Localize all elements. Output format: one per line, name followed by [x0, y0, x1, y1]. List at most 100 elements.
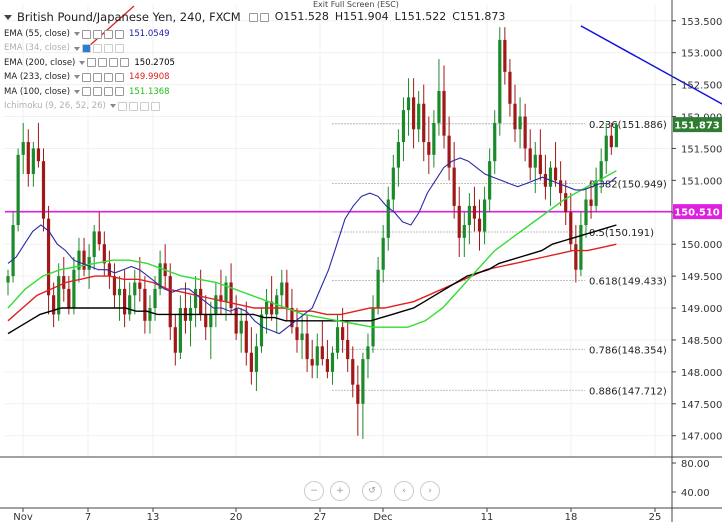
- add-icon[interactable]: [139, 101, 149, 111]
- fibonacci-levels: 0.236(151.886) 0.382(150.949) 0.5(150.191)…: [332, 120, 667, 397]
- add-icon[interactable]: [109, 58, 119, 68]
- settings-icon[interactable]: [98, 58, 108, 68]
- x-tick-label: 11: [481, 512, 494, 522]
- candle-body: [401, 110, 406, 143]
- candle-body: [452, 167, 456, 206]
- fib-level-label: 0.886(147.712): [589, 386, 667, 397]
- eye-icon[interactable]: [248, 12, 258, 22]
- grid-lines: [5, 5, 672, 457]
- candle-body: [472, 205, 477, 219]
- candle-body: [254, 346, 259, 372]
- candle-body: [584, 199, 588, 226]
- candle-body: [462, 225, 466, 238]
- indicator-value: 149.9908: [129, 72, 170, 83]
- eye-icon[interactable]: [87, 58, 97, 68]
- chevron-down-icon[interactable]: [74, 89, 81, 94]
- annotation-slash: [87, 5, 135, 48]
- resistance-trendline: [580, 25, 722, 105]
- candle-body: [138, 282, 142, 289]
- exit-fullscreen-link[interactable]: Exit Full Screen (ESC): [307, 0, 405, 9]
- candle-body: [422, 103, 426, 143]
- candle-body: [21, 142, 25, 155]
- price-label-box: [673, 117, 722, 133]
- x-axis-tick-labels: Nov 7 13 20 27 Dec 11 18 25: [13, 508, 661, 522]
- settings-icon[interactable]: [93, 72, 103, 82]
- x-tick-label: 7: [85, 512, 91, 522]
- indicator-panel: 80.00 40.00: [672, 459, 710, 499]
- settings-icon[interactable]: [128, 101, 138, 111]
- candle-body: [133, 282, 137, 296]
- y-tick-label: 149.500: [681, 272, 722, 283]
- candle-body: [609, 135, 613, 148]
- settings-icon[interactable]: [92, 29, 102, 39]
- candle-body: [356, 384, 360, 404]
- settings-icon[interactable]: [259, 12, 269, 22]
- close-icon[interactable]: [150, 101, 160, 111]
- candle-body: [508, 71, 512, 104]
- candle-body: [533, 154, 537, 168]
- close-icon[interactable]: [115, 72, 125, 82]
- candle-body: [361, 359, 365, 404]
- eye-icon[interactable]: [117, 101, 127, 111]
- zoom-out-icon[interactable]: −: [304, 481, 324, 501]
- candle-body: [219, 295, 223, 302]
- scroll-right-icon[interactable]: ›: [420, 481, 440, 501]
- candle-body: [335, 327, 340, 353]
- close-icon[interactable]: [114, 29, 124, 39]
- candle-body: [6, 276, 10, 283]
- indicator-row[interactable]: EMA (200, close) 150.2705: [4, 56, 505, 70]
- chevron-down-icon[interactable]: [79, 60, 86, 65]
- price-label-box: [673, 204, 722, 220]
- eye-icon[interactable]: [82, 72, 92, 82]
- ema55-line: [7, 157, 617, 335]
- candle-body: [381, 237, 385, 270]
- zoom-in-icon[interactable]: +: [330, 481, 350, 501]
- indicator-row[interactable]: Ichimoku (9, 26, 52, 26): [4, 99, 505, 113]
- close-icon[interactable]: [120, 58, 130, 68]
- indicator-row[interactable]: MA (233, close) 149.9908: [4, 70, 505, 84]
- candle-body: [406, 97, 411, 111]
- candle-body: [543, 173, 548, 187]
- chevron-down-icon[interactable]: [73, 46, 80, 51]
- eye-icon[interactable]: [82, 87, 92, 97]
- chart-title-row: British Pound/Japanese Yen, 240, FXCM O1…: [4, 9, 505, 25]
- add-icon[interactable]: [104, 87, 114, 97]
- add-icon[interactable]: [103, 44, 113, 54]
- chevron-down-icon[interactable]: [109, 104, 116, 109]
- indicator-row[interactable]: MA (100, close) 151.1368: [4, 85, 505, 99]
- chevron-down-icon[interactable]: [74, 75, 81, 80]
- collapse-icon[interactable]: [4, 14, 12, 20]
- eye-icon[interactable]: [81, 44, 91, 54]
- indicator-label: EMA (200, close): [4, 57, 76, 68]
- close-icon[interactable]: [114, 44, 124, 54]
- candle-body: [259, 314, 264, 347]
- indicator-tick-label: 80.00: [681, 459, 710, 470]
- candle-body: [376, 269, 380, 309]
- eye-icon[interactable]: [81, 29, 91, 39]
- close-icon[interactable]: [115, 87, 125, 97]
- candle-body: [564, 193, 568, 213]
- ma100-line: [7, 170, 617, 328]
- add-icon[interactable]: [104, 72, 114, 82]
- reset-icon[interactable]: ↺: [362, 481, 382, 501]
- x-tick-label: 18: [565, 512, 578, 522]
- candle-body: [295, 327, 299, 340]
- indicator-row[interactable]: EMA (55, close) 151.0549: [4, 27, 505, 41]
- indicator-row[interactable]: EMA (34, close): [4, 41, 505, 55]
- candle-body: [229, 282, 233, 309]
- candle-body: [488, 161, 492, 200]
- x-tick-label: Dec: [373, 512, 392, 522]
- candle-body: [148, 308, 152, 321]
- settings-icon[interactable]: [92, 44, 102, 54]
- candle-body: [97, 231, 101, 245]
- chevron-down-icon[interactable]: [73, 32, 80, 37]
- indicator-value: 150.2705: [134, 57, 175, 68]
- settings-icon[interactable]: [93, 87, 103, 97]
- candle-body: [528, 148, 532, 168]
- add-icon[interactable]: [103, 29, 113, 39]
- scroll-left-icon[interactable]: ‹: [394, 481, 414, 501]
- candle-body: [559, 180, 563, 194]
- indicator-tick-label: 40.00: [681, 488, 710, 499]
- y-tick-label: 147.000: [681, 432, 722, 443]
